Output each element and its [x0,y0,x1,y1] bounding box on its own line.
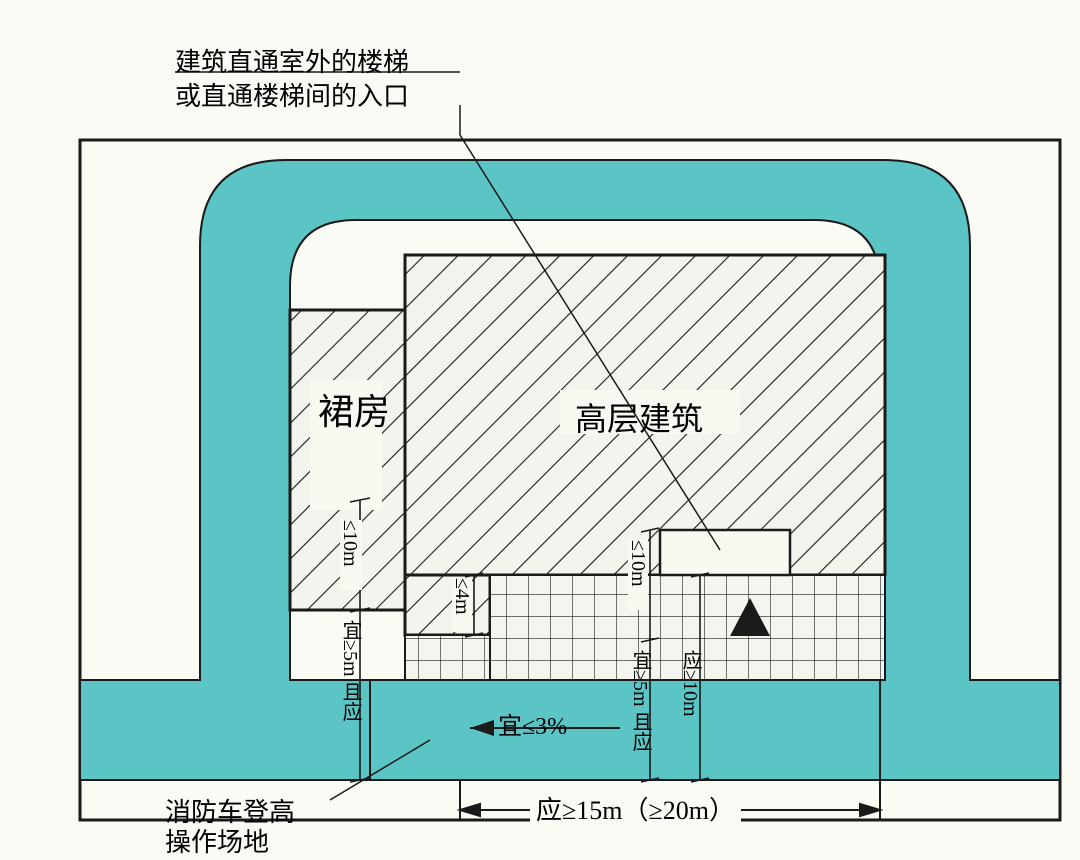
top-note-1: 建筑直通室外的楼梯 [175,42,409,79]
entrance-box [660,530,790,575]
grid-area-ext [405,635,490,680]
operating-ground-fill [370,680,880,780]
podium-label: 裙房 [318,384,358,442]
dim-4m-label: ≤4m [450,578,473,615]
dim-10m3-label: 应≥10m [676,650,705,717]
bottom-dim-label: 应≥15m（≥20m） [530,790,741,827]
bottom-note-2: 操作场地 [165,822,269,859]
top-note-2: 或直通楼梯间的入口 [175,76,409,113]
dim-5m-left-label: 宜≥5m 且应 [336,620,365,722]
highrise-label: 高层建筑 [575,394,703,440]
slope-label: 宜≤3% [498,706,567,741]
dim-5m-right-label: 宜≥5m 且应 [626,650,655,752]
dim-10m2-label: ≤10m [626,540,649,587]
dim-10m-label: ≤10m [338,520,361,567]
